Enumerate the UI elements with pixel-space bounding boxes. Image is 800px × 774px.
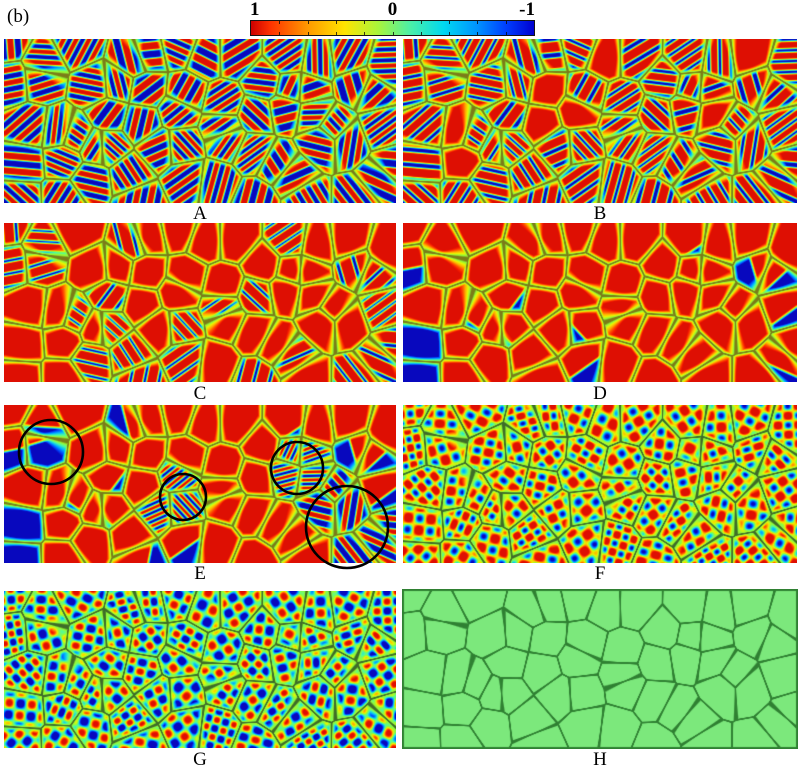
colorbar-tick [449, 21, 451, 24]
panel-f-image [403, 405, 797, 563]
colorbar-max-label: 1 [250, 0, 260, 20]
colorbar-tick [307, 32, 309, 35]
colorbar-tick [392, 32, 394, 35]
colorbar-tick [477, 32, 479, 35]
colorbar-tick [335, 32, 337, 35]
panel-d-label: D [593, 383, 607, 404]
panel-g-label: G [193, 749, 207, 770]
colorbar-tick [364, 21, 366, 24]
colorbar-tick [505, 21, 507, 24]
colorbar-tick [449, 32, 451, 35]
colorbar-mid-label: 0 [387, 0, 398, 20]
colorbar-min-label: -1 [519, 0, 535, 20]
panel-a-label: A [193, 203, 207, 224]
colorbar-labels: 1 0 -1 [250, 0, 535, 20]
panel-h-label: H [593, 749, 607, 770]
panel-c-image [4, 223, 396, 382]
panel-c-label: C [193, 383, 207, 404]
colorbar-tick [364, 32, 366, 35]
colorbar-tick [392, 21, 394, 24]
panel-e-label: E [194, 563, 206, 584]
panel-a-image [4, 39, 396, 203]
colorbar-tick [477, 21, 479, 24]
colorbar-tick [279, 21, 281, 24]
panel-h-image [402, 589, 798, 749]
colorbar-tick [307, 21, 309, 24]
panel-e-image [4, 405, 396, 563]
figure-sublabel: (b) [7, 6, 30, 27]
panel-b-image [403, 39, 797, 203]
panel-f-label: F [594, 563, 606, 584]
colorbar-tick [505, 32, 507, 35]
colorbar: 1 0 -1 [250, 0, 535, 37]
colorbar-tick [420, 32, 422, 35]
panel-d-image [403, 223, 797, 382]
panel-g-image [4, 591, 396, 748]
panel-b-label: B [593, 203, 607, 224]
colorbar-tick [335, 21, 337, 24]
colorbar-tick [279, 32, 281, 35]
colorbar-gradient [250, 20, 535, 36]
colorbar-tick [420, 21, 422, 24]
